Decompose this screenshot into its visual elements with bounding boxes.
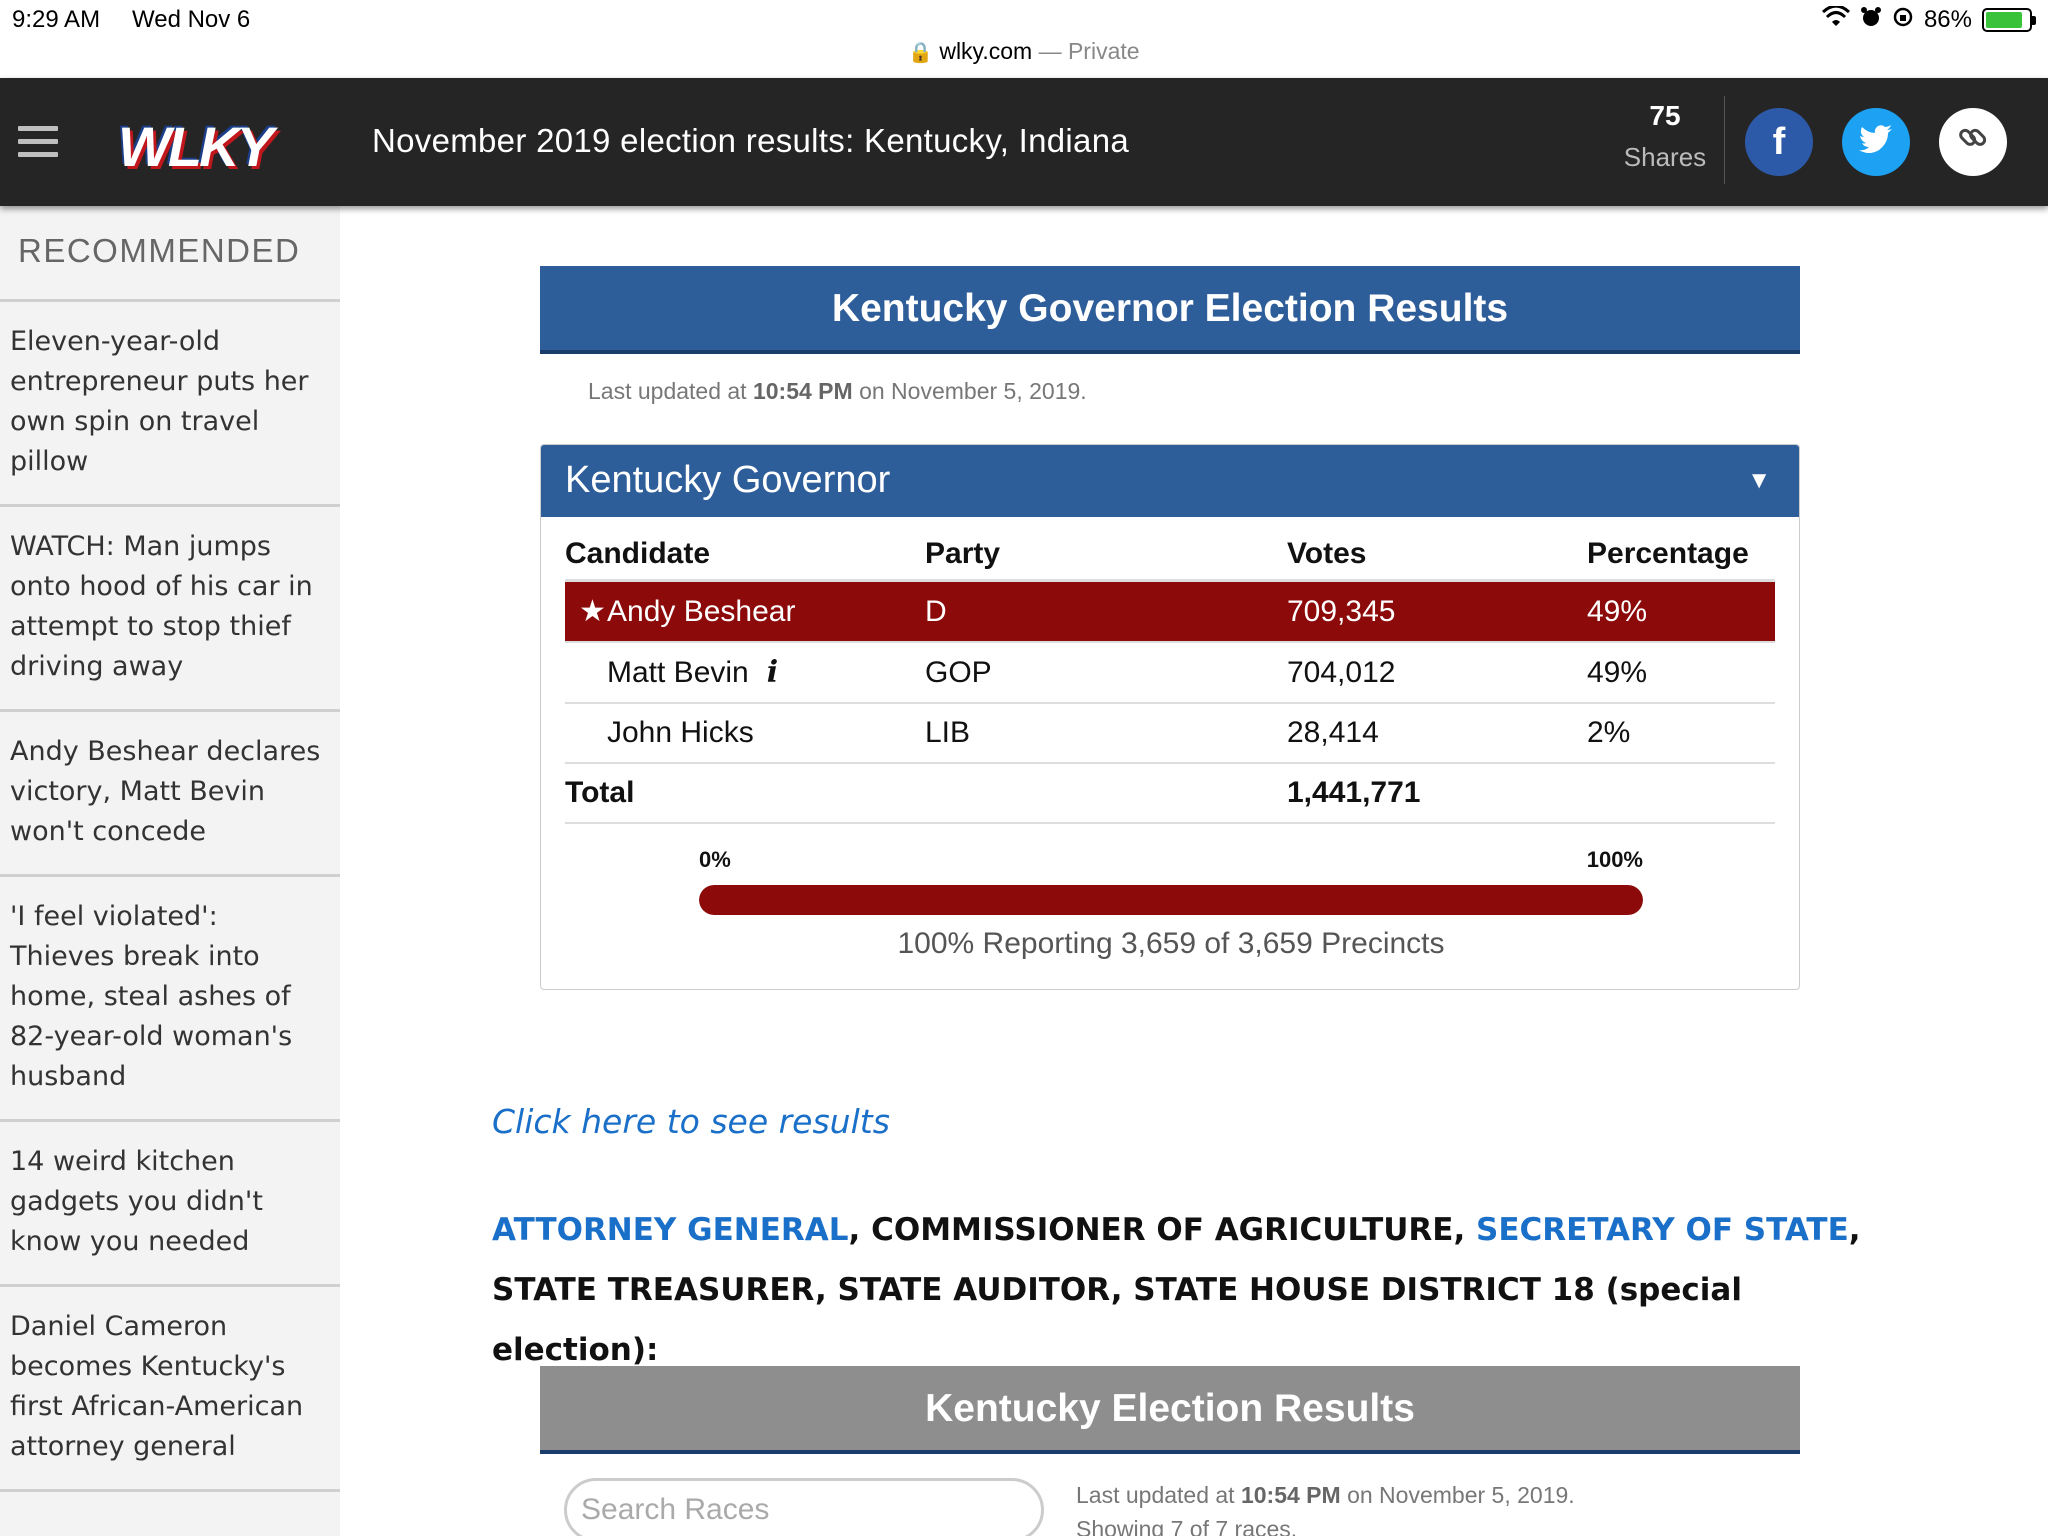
table-row: Matt Bevin i GOP 704,012 49% <box>565 642 1775 704</box>
info-icon[interactable]: i <box>766 655 779 690</box>
progress-min-label: 0% <box>699 847 731 872</box>
candidate-cell: Matt Bevin i <box>565 642 925 704</box>
column-header-party: Party <box>925 531 1287 582</box>
results-table: Candidate Party Votes Percentage ★Andy B… <box>565 531 1775 824</box>
votes-cell: 709,345 <box>1287 580 1587 643</box>
recommended-item[interactable]: Andy Beshear declares victory, Matt Bevi… <box>0 712 340 877</box>
last-updated-prefix: Last updated at <box>588 378 753 404</box>
races-list-text-2: , STATE TREASURER, STATE AUDITOR, STATE … <box>492 1212 1861 1368</box>
recommended-item[interactable]: Daniel Cameron becomes Kentucky's first … <box>0 1287 340 1492</box>
party-cell: LIB <box>925 703 1287 764</box>
governor-results-banner: Kentucky Governor Election Results <box>540 266 1800 354</box>
battery-icon <box>1982 8 2036 32</box>
copy-link-button[interactable] <box>1939 108 2007 176</box>
last-updated-prefix: Last updated at <box>1076 1482 1241 1508</box>
alarm-icon <box>1860 6 1882 35</box>
search-races-input[interactable] <box>564 1478 1044 1536</box>
party-cell: GOP <box>925 642 1287 704</box>
dropdown-caret-icon[interactable]: ▼ <box>1747 467 1771 494</box>
address-bar[interactable]: 🔒 wlky.com — Private <box>0 38 2048 78</box>
recommended-sidebar: RECOMMENDED Eleven-year-old entrepreneur… <box>0 206 340 1536</box>
kentucky-results-banner: Kentucky Election Results <box>540 1366 1800 1454</box>
share-count-number: 75 <box>1649 100 1681 131</box>
percentage-cell: 49% <box>1587 642 1775 704</box>
status-date: Wed Nov 6 <box>132 6 251 33</box>
last-updated-suffix: on November 5, 2019. <box>1340 1482 1575 1508</box>
lock-icon: 🔒 <box>908 42 934 64</box>
votes-cell: 28,414 <box>1287 703 1587 764</box>
kentucky-results-updated: Last updated at 10:54 PM on November 5, … <box>1076 1478 1575 1536</box>
hamburger-menu-icon[interactable] <box>18 126 58 160</box>
votes-cell: 704,012 <box>1287 642 1587 704</box>
logo-text: WLKY <box>118 115 274 178</box>
wifi-icon <box>1821 4 1850 35</box>
party-cell: D <box>925 580 1287 643</box>
article-headline: November 2019 election results: Kentucky… <box>372 122 1130 159</box>
candidate-name: John Hicks <box>607 716 754 749</box>
link-icon <box>1956 121 1990 163</box>
share-count-label: Shares <box>1623 142 1707 172</box>
results-header-row: Candidate Party Votes Percentage <box>565 531 1775 582</box>
races-list-text: ATTORNEY GENERAL, COMMISSIONER OF AGRICU… <box>492 1200 1912 1380</box>
table-row-winner: ★Andy Beshear D 709,345 49% <box>565 580 1775 643</box>
status-bar: 9:29 AM Wed Nov 6 86% <box>0 0 2048 40</box>
percentage-cell: 2% <box>1587 703 1775 764</box>
recommended-title: RECOMMENDED <box>0 206 340 302</box>
status-time: 9:29 AM <box>12 6 101 33</box>
candidate-name: Matt Bevin <box>607 656 749 689</box>
candidate-cell: John Hicks <box>565 703 925 764</box>
column-header-votes: Votes <box>1287 531 1587 582</box>
header-divider <box>1724 96 1725 184</box>
percentage-cell: 49% <box>1587 580 1775 643</box>
recommended-item[interactable]: 14 weird kitchen gadgets you didn't know… <box>0 1122 340 1287</box>
facebook-share-button[interactable]: f <box>1745 108 1813 176</box>
table-row-total: Total 1,441,771 <box>565 763 1775 824</box>
last-updated-time: 10:54 PM <box>752 378 853 404</box>
last-updated-suffix: on November 5, 2019. <box>852 378 1087 404</box>
race-title: Kentucky Governor <box>565 459 891 501</box>
orientation-lock-icon <box>1892 6 1914 35</box>
recommended-item[interactable]: WATCH: Man jumps onto hood of his car in… <box>0 507 340 712</box>
see-results-link[interactable]: Click here to see results <box>492 1102 890 1141</box>
twitter-share-button[interactable] <box>1842 108 1910 176</box>
table-row: John Hicks LIB 28,414 2% <box>565 703 1775 764</box>
reporting-progress-fill <box>699 885 1643 915</box>
battery-level <box>1986 12 2023 28</box>
twitter-icon <box>1859 123 1893 162</box>
site-header: WLKY November 2019 election results: Ken… <box>0 78 2048 206</box>
column-header-percentage: Percentage <box>1587 531 1775 582</box>
share-count: 75 Shares <box>1610 100 1720 173</box>
address-domain: wlky.com <box>939 38 1033 64</box>
races-list-text-1: , COMMISSIONER OF AGRICULTURE, <box>848 1212 1477 1248</box>
status-icons: 86% <box>1821 4 2036 36</box>
reporting-progress-bar <box>699 885 1643 915</box>
total-votes: 1,441,771 <box>1287 763 1587 824</box>
address-private-label: Private <box>1067 38 1140 64</box>
recommended-item[interactable]: 'I feel violated': Thieves break into ho… <box>0 877 340 1122</box>
candidate-name: Andy Beshear <box>607 595 796 628</box>
secretary-of-state-link[interactable]: SECRETARY OF STATE <box>1476 1212 1849 1248</box>
reporting-status: 100% Reporting 3,659 of 3,659 Precincts <box>897 927 1445 960</box>
address-separator: — <box>1032 38 1068 64</box>
battery-percent: 86% <box>1923 6 1972 33</box>
progress-max-label: 100% <box>1586 847 1643 872</box>
facebook-icon: f <box>1772 120 1786 163</box>
last-updated-time: 10:54 PM <box>1240 1482 1341 1508</box>
star-icon: ★ <box>579 595 606 628</box>
race-header[interactable]: Kentucky Governor ▼ <box>541 445 1799 517</box>
site-logo[interactable]: WLKY <box>114 110 314 178</box>
showing-races-count: Showing 7 of 7 races. <box>1076 1516 1298 1536</box>
attorney-general-link[interactable]: ATTORNEY GENERAL <box>492 1212 849 1248</box>
race-card: Kentucky Governor ▼ Candidate Party Vote… <box>540 444 1800 990</box>
candidate-cell: ★Andy Beshear <box>565 580 925 643</box>
recommended-item[interactable]: Eleven-year-old entrepreneur puts her ow… <box>0 302 340 507</box>
total-label: Total <box>565 763 925 824</box>
last-updated: Last updated at 10:54 PM on November 5, … <box>588 378 1087 405</box>
column-header-candidate: Candidate <box>565 531 925 582</box>
